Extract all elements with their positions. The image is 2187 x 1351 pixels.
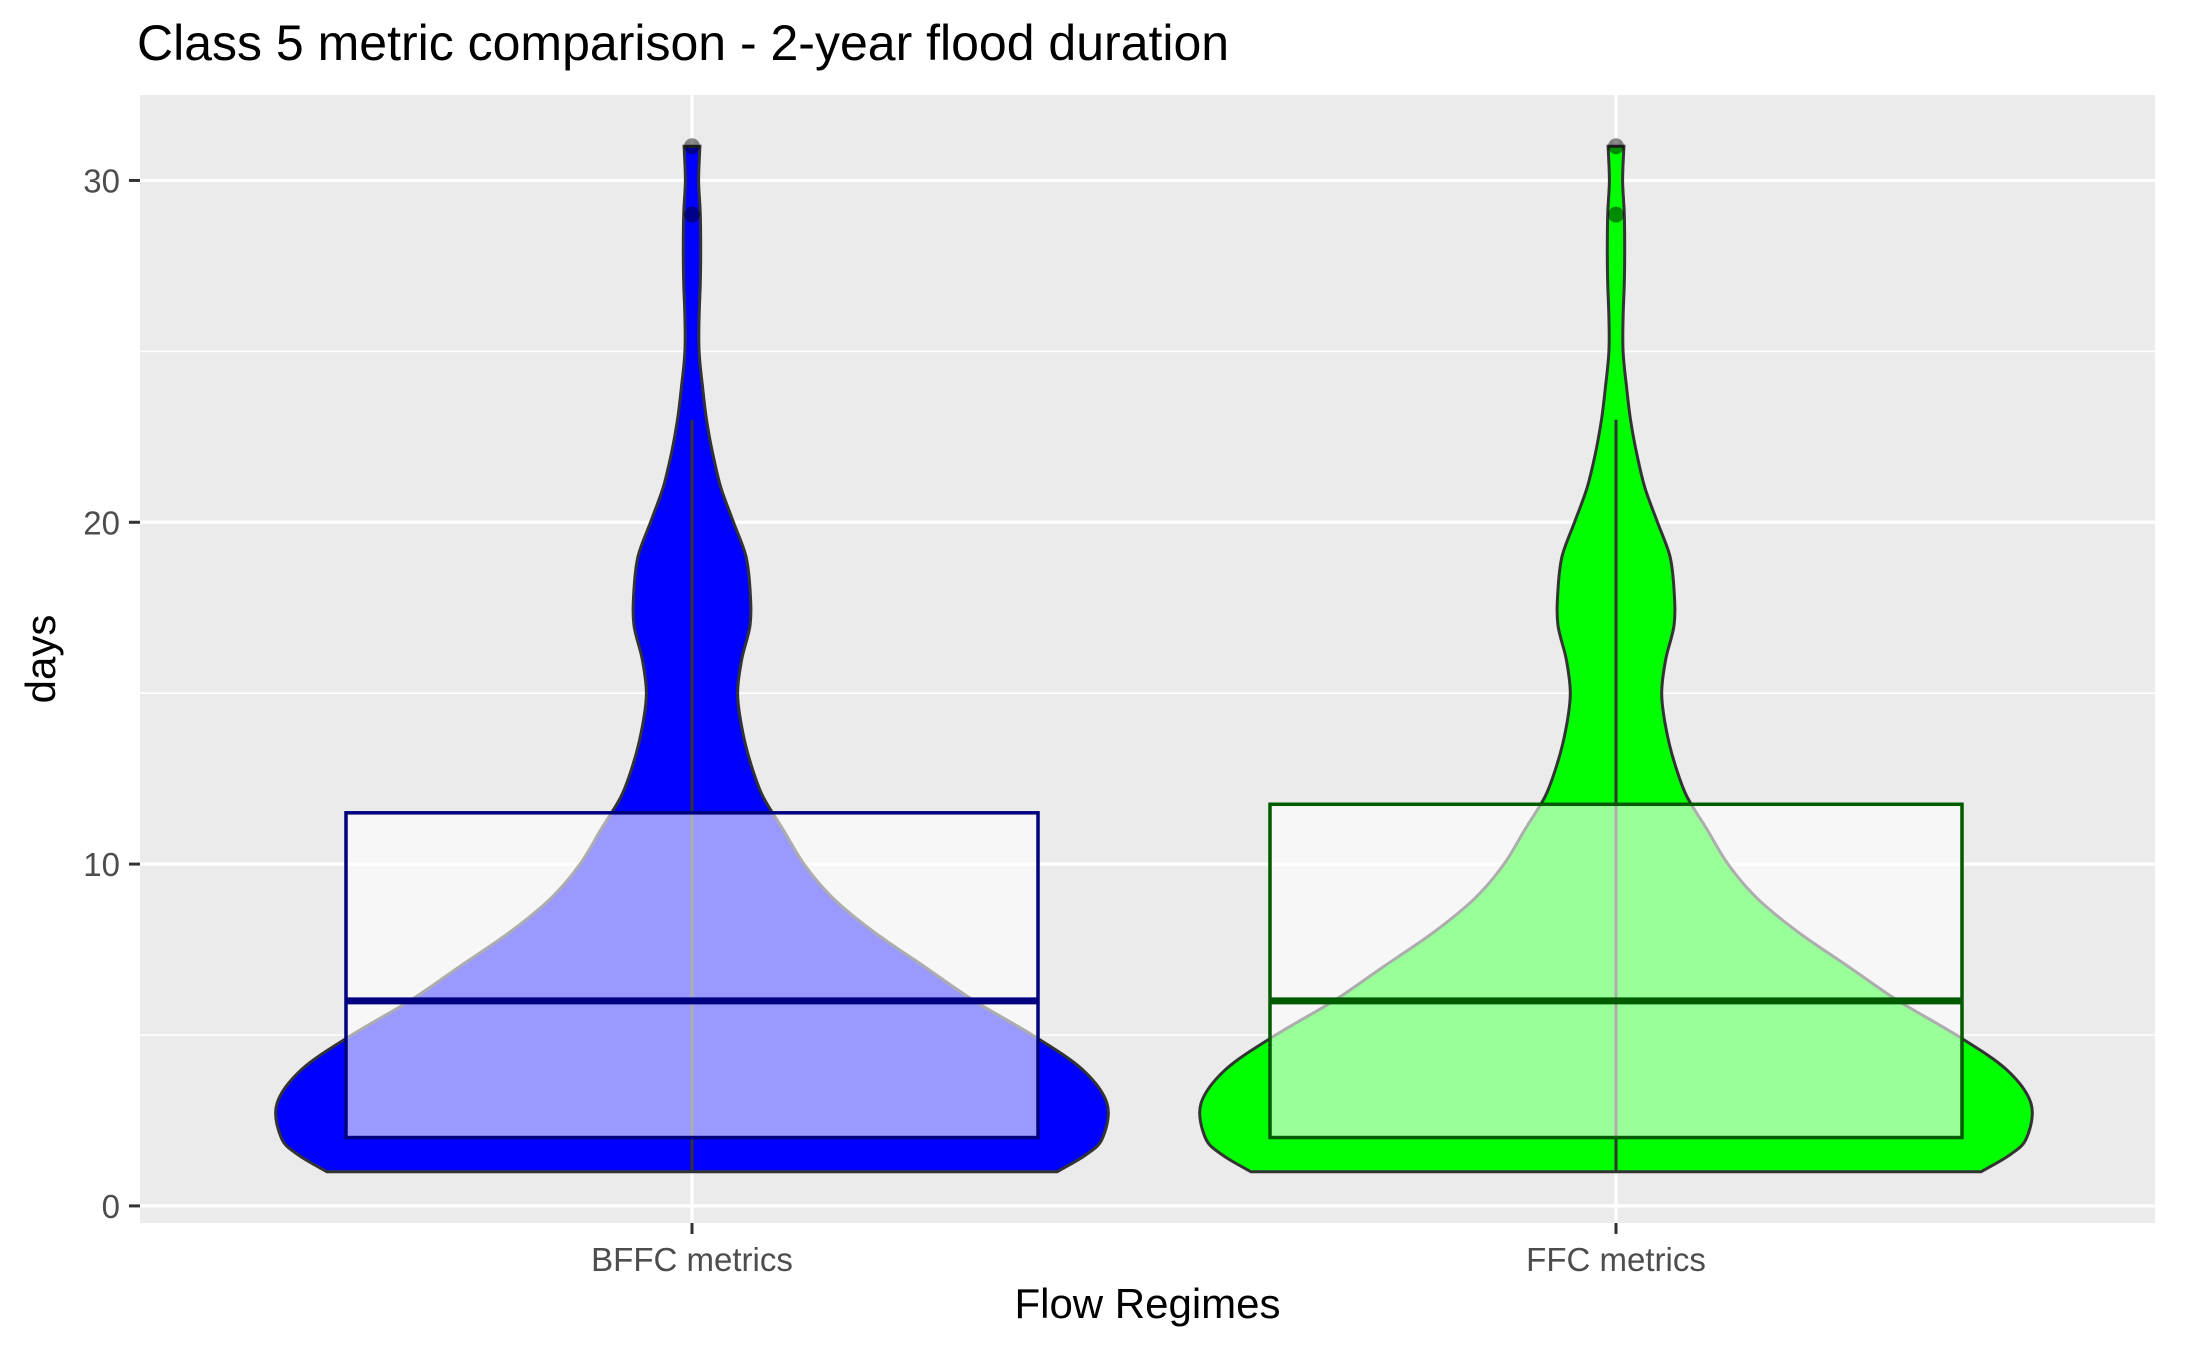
y-tick-label: 0 <box>102 1188 120 1225</box>
violin-group-ffc <box>1198 138 2034 1174</box>
x-axis-title: Flow Regimes <box>1014 1280 1280 1327</box>
outlier-point <box>684 206 700 223</box>
x-tick-label: BFFC metrics <box>591 1241 793 1278</box>
chart-title: Class 5 metric comparison - 2-year flood… <box>137 15 1229 71</box>
axes: 0 10 20 30 BFFC metrics FFC metrics <box>83 162 1706 1278</box>
violin-group-bffc <box>274 138 1110 1174</box>
y-tick-label: 30 <box>83 162 120 199</box>
y-tick-label: 20 <box>83 504 120 541</box>
x-tick-label: FFC metrics <box>1526 1241 1706 1278</box>
box-iqr <box>344 811 1040 1140</box>
outlier-point <box>1608 206 1624 223</box>
outlier-point <box>684 138 700 155</box>
box-iqr <box>1268 802 1964 1140</box>
data-layer <box>274 138 2034 1174</box>
outlier-point <box>1608 138 1624 155</box>
y-axis-title: days <box>17 615 64 704</box>
y-tick-label: 10 <box>83 846 120 883</box>
